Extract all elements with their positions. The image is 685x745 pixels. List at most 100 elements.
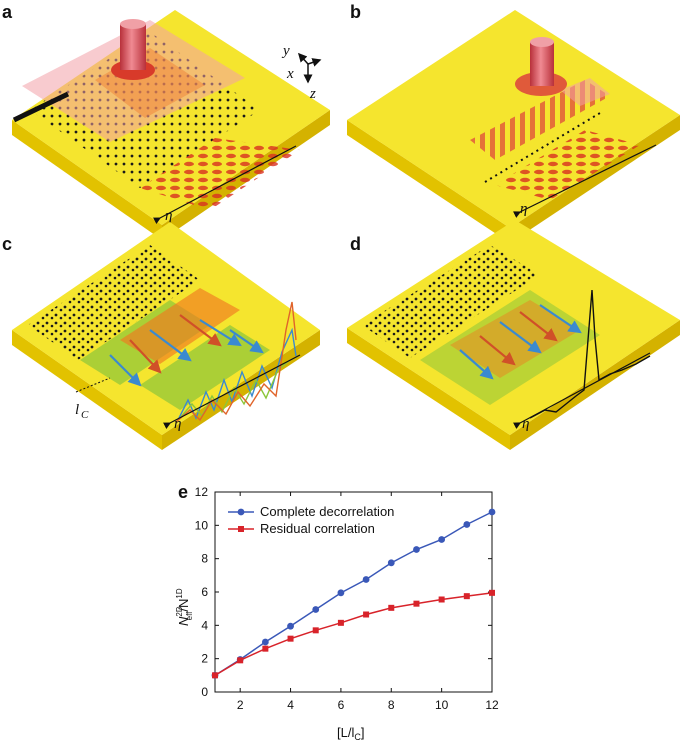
panel-a-illumination-plane (22, 20, 245, 142)
data-point-1 (362, 576, 370, 583)
panel-c: c η l C (2, 222, 320, 450)
panel-c-spectrum-blue (177, 327, 297, 421)
data-point-2 (262, 645, 269, 652)
y-tick-label: 8 (201, 552, 208, 566)
panel-c-lc-sub: C (81, 409, 89, 421)
x-tick-label: 2 (237, 698, 244, 712)
x-tick-label: 12 (485, 698, 499, 712)
legend-marker-square (238, 526, 244, 532)
panel-b-slab-side (347, 120, 510, 243)
data-point-2 (413, 600, 420, 607)
axes-glyph-x: x (286, 66, 294, 82)
panel-c-arrow (179, 314, 222, 347)
chart-y-ticks: 0 2 4 6 8 10 12 (195, 485, 492, 699)
data-point-2 (312, 627, 319, 634)
panel-d: d η (347, 220, 680, 450)
data-point-1 (463, 521, 471, 528)
chart-x-axis-label: [L/lC] (337, 725, 364, 742)
panel-b-slab-front (510, 115, 680, 243)
panel-a-eta: η (165, 208, 172, 224)
panel-b-eta: η (520, 201, 527, 217)
panel-a-laser-top (120, 19, 146, 29)
y-tick-label: 10 (195, 518, 209, 532)
panel-d-arrow (519, 311, 558, 342)
y-tick-label: 6 (201, 585, 208, 599)
panel-c-spectrum-orange (175, 301, 297, 423)
panel-d-detection-line (513, 352, 651, 430)
panel-c-orange-block (120, 288, 240, 364)
legend-series-1: Complete decorrelation (260, 504, 394, 519)
data-point-2 (438, 596, 445, 603)
data-point-2 (489, 589, 495, 596)
data-point-1 (337, 589, 345, 597)
series-line-2 (214, 592, 493, 676)
chart-y-axis-label: N2Deff/N1D (175, 588, 194, 626)
axes-glyph-y: y (281, 43, 290, 59)
panel-d-focused-spectrum (529, 289, 651, 419)
data-point-1 (387, 559, 395, 567)
panel-b-speckle-pattern (495, 130, 640, 200)
panel-c-arrow (229, 329, 264, 354)
panel-a: a η (2, 2, 330, 240)
data-point-2 (388, 604, 395, 611)
chart-x-ticks: 2 4 6 8 10 12 (237, 492, 499, 712)
panel-a-label: a (2, 2, 13, 22)
x-label-main: [L/l (337, 725, 354, 740)
data-point-2 (212, 672, 218, 679)
panel-c-eta: η (174, 416, 181, 432)
panel-c-arrow (199, 319, 242, 347)
panel-d-arrow (479, 335, 516, 366)
panel-b-illumination-plane (560, 78, 610, 106)
axes-glyph-x-arrow (307, 58, 322, 67)
axes-glyph-y-arrow (297, 52, 309, 65)
y-tick-label: 12 (195, 485, 209, 499)
x-tick-label: 8 (388, 698, 395, 712)
panel-d-eta: η (522, 416, 529, 432)
legend-marker-circle (237, 508, 245, 516)
panel-c-lc-label: l C (75, 402, 89, 421)
legend-series-2: Residual correlation (260, 521, 375, 536)
panel-a-detection-line (153, 145, 297, 224)
y-tick-label: 2 (201, 652, 208, 666)
y-label-sub: eff (185, 611, 194, 621)
panel-b-laser-top (530, 37, 554, 47)
y-tick-label: 0 (201, 685, 208, 699)
x-label-sub: C (354, 732, 361, 742)
panel-b-hole-row (484, 112, 601, 183)
data-point-1 (287, 622, 294, 630)
panel-c-lc-main: l (75, 402, 79, 418)
panel-a-slab-side (12, 120, 162, 240)
data-point-2 (237, 657, 244, 664)
panel-e-chart: 2 4 6 8 10 12 0 2 4 6 8 10 12 Complete decorrelatio… (175, 485, 499, 742)
panel-d-label: d (350, 234, 361, 254)
panel-a-speckle-pattern (140, 138, 300, 210)
y-label-sup2: 1D (175, 588, 184, 598)
chart-series (211, 508, 496, 679)
y-tick-label: 4 (201, 618, 208, 632)
panel-d-arrow (539, 304, 582, 334)
data-point-1 (261, 638, 269, 646)
y-label-sup: 2D (175, 606, 184, 616)
data-point-2 (463, 593, 470, 600)
y-label-main: N (176, 616, 191, 626)
x-label-tail: ] (361, 725, 365, 740)
panel-c-scattering-arrows (109, 314, 264, 387)
panel-c-detection-line (163, 354, 301, 429)
series-line-1 (214, 511, 493, 676)
panel-c-slab-side (12, 330, 162, 450)
panel-d-mixed-block (420, 290, 600, 405)
axes-glyph: y x z (281, 43, 322, 102)
panel-a-laser-beam (120, 24, 146, 70)
panel-d-slab-side (347, 328, 510, 450)
panel-d-random-lattice (362, 245, 540, 358)
panel-a-scale-bar (12, 91, 70, 123)
panel-d-arrow (459, 349, 494, 380)
panel-d-slab-front (510, 320, 680, 450)
data-point-1 (488, 508, 496, 516)
panel-b-label: b (350, 2, 361, 22)
panel-b-laser-beam (530, 42, 554, 86)
data-point-1 (438, 536, 446, 543)
chart-legend: Complete decorrelation Residual correlat… (228, 504, 394, 536)
panel-c-arrow (149, 329, 192, 362)
